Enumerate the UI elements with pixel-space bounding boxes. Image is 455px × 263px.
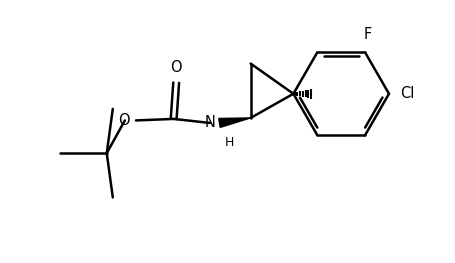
Text: O: O (118, 113, 130, 128)
Text: H: H (224, 135, 234, 149)
Polygon shape (218, 118, 250, 127)
Text: N: N (205, 115, 216, 130)
Text: Cl: Cl (399, 86, 414, 101)
Text: F: F (363, 27, 371, 42)
Text: O: O (170, 60, 182, 75)
